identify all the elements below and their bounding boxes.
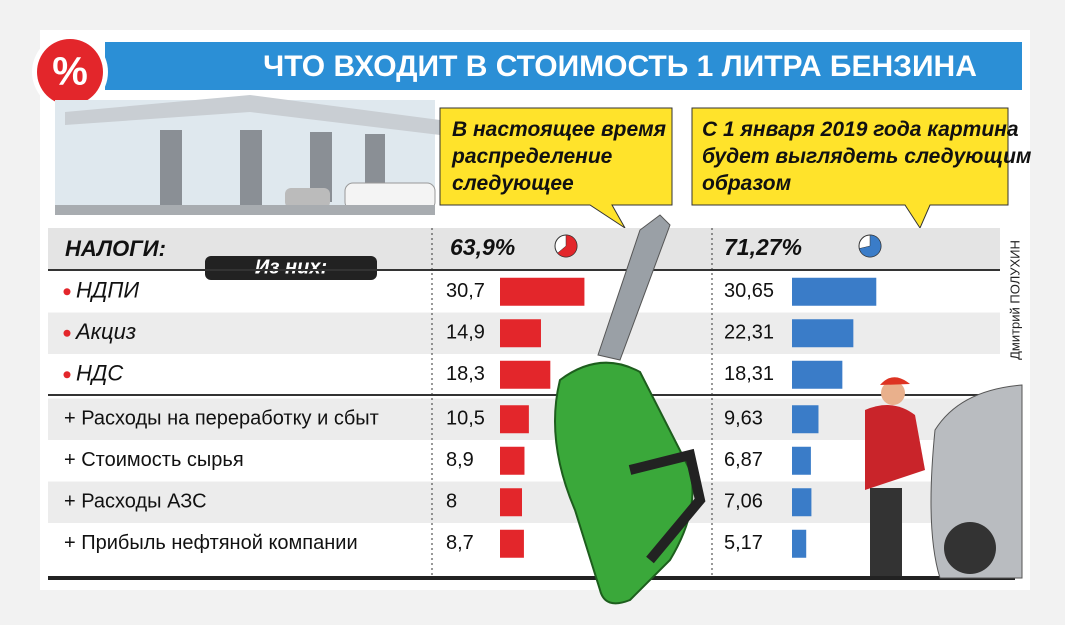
subheader: Из них: <box>255 256 327 278</box>
value-label: 8,9 <box>446 449 474 471</box>
value-label: 5,17 <box>724 532 763 554</box>
value-label: 18,3 <box>446 363 485 385</box>
badge <box>37 39 103 105</box>
bar <box>500 405 529 434</box>
fuel-nozzle <box>554 214 706 605</box>
bar <box>792 529 807 558</box>
value-label: 9,63 <box>724 408 763 430</box>
subheader-box <box>205 256 377 280</box>
pie-slice <box>858 234 882 258</box>
value-label: 22,31 <box>724 322 774 344</box>
bar <box>500 529 524 558</box>
value-label: 30,65 <box>724 280 774 302</box>
title: ЧТО ВХОДИТ В СТОИМОСТЬ 1 ЛИТРА БЕНЗИНА <box>263 50 977 83</box>
bullet <box>63 371 71 379</box>
callout-future-text: С 1 января 2019 года картина будет выгляд… <box>702 118 1032 195</box>
car <box>930 384 1023 579</box>
bar <box>500 446 525 475</box>
gas-station <box>55 95 440 215</box>
category-label: НДС <box>76 361 123 386</box>
category-label: + Расходы на переработку и сбыт <box>64 408 379 430</box>
bar <box>792 446 811 475</box>
badge-text: % <box>52 50 88 94</box>
bar <box>792 277 877 306</box>
row-band <box>48 481 1000 523</box>
taxes-row <box>48 228 1000 270</box>
bar <box>792 360 843 389</box>
bar <box>500 488 522 517</box>
category-label: + Расходы АЗС <box>64 491 207 513</box>
value-label: 6,87 <box>724 449 763 471</box>
bar <box>500 319 541 348</box>
value-label: 7,06 <box>724 491 763 513</box>
category-label: НДПИ <box>76 278 139 303</box>
taxes-label: НАЛОГИ: <box>65 236 166 261</box>
value-label: 8,7 <box>446 532 474 554</box>
value-label: 10,5 <box>446 408 485 430</box>
header-bar <box>105 42 1022 90</box>
callout-current <box>439 107 673 229</box>
bar <box>500 277 585 306</box>
category-label: Акциз <box>74 319 136 344</box>
pie-slice <box>557 234 578 258</box>
attendant <box>865 377 925 576</box>
bullet <box>63 288 71 296</box>
callout-future <box>691 107 1009 230</box>
category-label: + Прибыль нефтяной компании <box>64 532 358 554</box>
bar <box>792 488 812 517</box>
value-label: 30,7 <box>446 280 485 302</box>
bar <box>792 405 819 434</box>
category-label: + Стоимость сырья <box>64 449 244 471</box>
total-value: 63,9% <box>450 234 515 260</box>
value-label: 18,31 <box>724 363 774 385</box>
callout-current-text: В настоящее время распределение следующее <box>451 118 666 195</box>
credit: Дмитрий ПОЛУХИН <box>1007 240 1022 360</box>
value-label: 14,9 <box>446 322 485 344</box>
bar <box>500 360 551 389</box>
total-value: 71,27% <box>724 234 802 260</box>
bullet <box>63 329 71 337</box>
value-label: 8 <box>446 491 457 513</box>
bar <box>792 319 854 348</box>
